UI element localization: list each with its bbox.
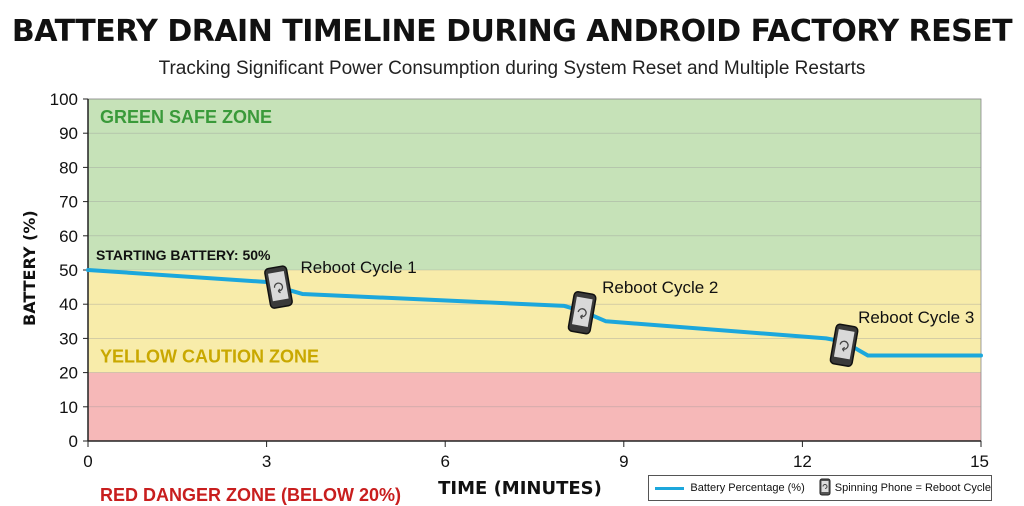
y-tick-label-8: 80: [59, 158, 78, 177]
y-tick-label-9: 90: [59, 124, 78, 143]
y-tick-label-10: 100: [50, 90, 78, 109]
y-tick-label-6: 60: [59, 227, 78, 246]
zone-band-0: [88, 99, 981, 270]
reboot-phone-icon-2: [567, 291, 597, 335]
y-tick-label-2: 20: [59, 364, 78, 383]
y-tick-label-3: 30: [59, 329, 78, 348]
x-tick-label-5: 15: [970, 452, 989, 471]
legend-line-label: Battery Percentage (%): [690, 482, 805, 494]
x-axis-label: TIME (MINUTES): [438, 478, 602, 499]
annotation-reboot-1: Reboot Cycle 1: [301, 258, 417, 277]
zone-label-1: YELLOW CAUTION ZONE: [100, 347, 319, 367]
annotation-start: STARTING BATTERY: 50%: [96, 247, 271, 263]
x-tick-label-0: 0: [83, 452, 92, 471]
x-tick-label-2: 6: [440, 452, 449, 471]
legend-line-swatch: [655, 486, 685, 490]
legend: Battery Percentage (%) Spinning Phone = …: [648, 475, 992, 501]
y-tick-label-0: 0: [69, 432, 78, 451]
x-tick-label-4: 12: [793, 452, 812, 471]
y-tick-label-7: 70: [59, 193, 78, 212]
reboot-phone-icon-1: [264, 265, 293, 309]
y-tick-label-4: 40: [59, 295, 78, 314]
y-tick-label-1: 10: [59, 398, 78, 417]
x-tick-label-3: 9: [619, 452, 628, 471]
x-tick-label-1: 3: [262, 452, 271, 471]
zone-label-2: RED DANGER ZONE (BELOW 20%): [100, 485, 401, 505]
chart-title: BATTERY DRAIN TIMELINE DURING ANDROID FA…: [11, 14, 1013, 49]
annotation-reboot-2: Reboot Cycle 2: [602, 278, 718, 297]
zone-label-0: GREEN SAFE ZONE: [100, 107, 272, 127]
y-tick-label-5: 50: [59, 261, 78, 280]
annotation-reboot-3: Reboot Cycle 3: [858, 308, 974, 327]
legend-icon-label: Spinning Phone = Reboot Cycle: [834, 482, 991, 494]
phone-icon: [819, 478, 831, 499]
chart-subtitle: Tracking Significant Power Consumption d…: [158, 58, 866, 79]
reboot-phone-icon-3: [829, 323, 859, 367]
